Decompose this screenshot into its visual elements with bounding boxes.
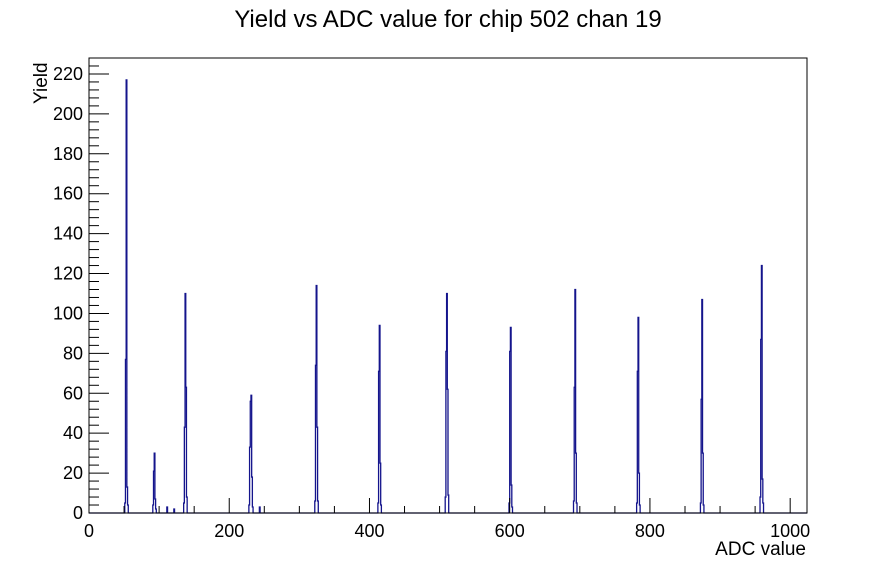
y-tick-label: 220 <box>53 64 83 84</box>
chart-title: Yield vs ADC value for chip 502 chan 19 <box>234 6 662 33</box>
y-tick-label: 40 <box>63 423 83 443</box>
x-tick-label: 400 <box>354 521 384 541</box>
y-tick-label: 0 <box>73 503 83 523</box>
y-tick-label: 20 <box>63 463 83 483</box>
y-tick-label: 60 <box>63 383 83 403</box>
y-tick-label: 140 <box>53 224 83 244</box>
y-tick-label: 180 <box>53 144 83 164</box>
x-tick-label: 800 <box>635 521 665 541</box>
x-tick-label: 200 <box>214 521 244 541</box>
plot-frame <box>88 57 808 514</box>
y-axis-title: Yield <box>31 62 52 104</box>
y-tick-label: 200 <box>53 104 83 124</box>
histogram-line <box>89 79 807 514</box>
x-tick-label: 1000 <box>770 521 810 541</box>
y-tick-label: 120 <box>53 264 83 284</box>
x-tick-label: 600 <box>495 521 525 541</box>
y-tick-label: 100 <box>53 303 83 323</box>
x-axis-title: ADC value <box>715 539 806 560</box>
y-tick-label: 160 <box>53 184 83 204</box>
y-tick-label: 80 <box>63 343 83 363</box>
x-tick-label: 0 <box>84 521 94 541</box>
